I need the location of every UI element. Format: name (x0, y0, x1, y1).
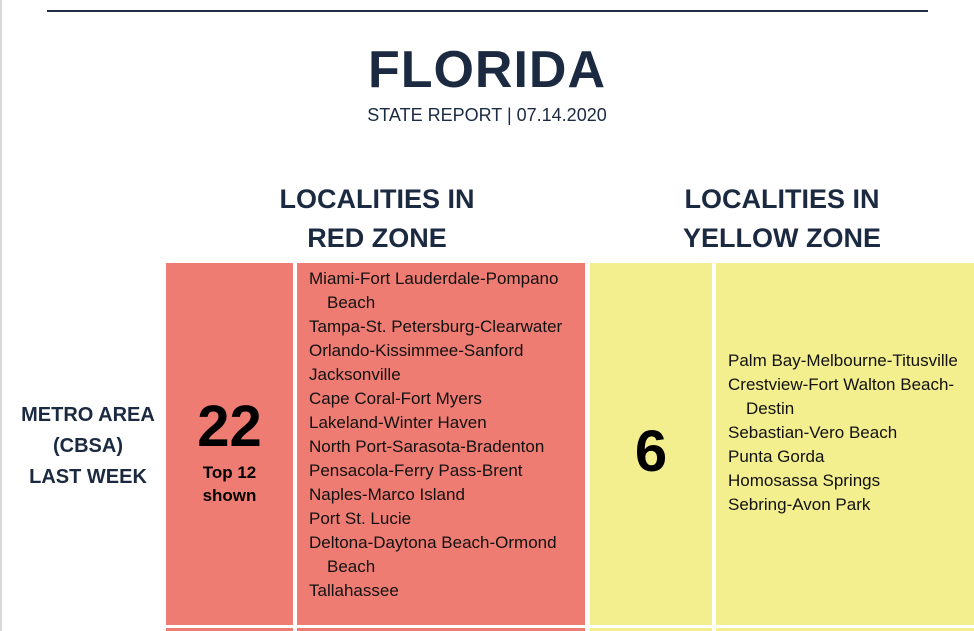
next-row-red-strip (297, 628, 585, 631)
list-item: Homosassa Springs (728, 471, 881, 490)
red-zone-list-cell: Miami-Fort Lauderdale-Pompano Beach Tamp… (297, 263, 585, 625)
list-item: Punta Gorda (728, 447, 825, 466)
next-row-red-strip (166, 628, 293, 631)
state-title: FLORIDA (367, 41, 607, 99)
list-item: Miami-Fort Lauderdale-Pompano Beach (309, 269, 559, 312)
red-zone-note-line2: shown (202, 486, 257, 505)
list-item: Sebring-Avon Park (728, 495, 871, 514)
row-label-line3: LAST WEEK (29, 466, 147, 488)
list-item: Deltona-Daytona Beach-Ormond Beach (309, 533, 557, 576)
list-item: Naples-Marco Island (309, 485, 465, 504)
report-subtitle: STATE REPORT | 07.14.2020 (367, 105, 607, 125)
yellow-zone-locality-list: Palm Bay-Melbourne-Titusville Crestview-… (728, 349, 968, 517)
list-item: Tallahassee (309, 581, 399, 600)
next-row-yellow-strip (590, 628, 712, 631)
red-zone-note: Top 12 shown (166, 461, 293, 507)
list-item: Palm Bay-Melbourne-Titusville (728, 351, 958, 370)
top-divider (47, 10, 928, 12)
list-item: Crestview-Fort Walton Beach-Destin (728, 375, 955, 418)
yellow-zone-header: LOCALITIES IN YELLOW ZONE (632, 180, 932, 258)
red-zone-header-line1: LOCALITIES IN (279, 184, 475, 214)
list-item: Sebastian-Vero Beach (728, 423, 898, 442)
row-label-line1: METRO AREA (21, 404, 155, 426)
yellow-zone-count-cell: 6 (590, 263, 712, 625)
red-zone-count-cell: 22 Top 12 shown (166, 263, 293, 625)
yellow-zone-list-cell: Palm Bay-Melbourne-Titusville Crestview-… (716, 263, 974, 625)
list-item: Orlando-Kissimmee-Sanford (309, 341, 524, 360)
red-zone-count: 22 (197, 394, 262, 459)
list-item: Lakeland-Winter Haven (309, 413, 487, 432)
row-label-line2: (CBSA) (53, 435, 123, 457)
list-item: North Port-Sarasota-Bradenton (309, 437, 545, 456)
yellow-zone-header-line2: YELLOW ZONE (683, 223, 881, 253)
list-item: Pensacola-Ferry Pass-Brent (309, 461, 523, 480)
red-zone-note-line1: Top 12 (202, 463, 257, 482)
list-item: Cape Coral-Fort Myers (309, 389, 482, 408)
yellow-zone-header-line1: LOCALITIES IN (684, 184, 880, 214)
next-row-yellow-strip (716, 628, 974, 631)
page-left-border (0, 0, 2, 631)
list-item: Jacksonville (309, 365, 401, 384)
red-zone-header-line2: RED ZONE (307, 223, 447, 253)
metro-area-row-label: METRO AREA (CBSA) LAST WEEK (8, 400, 168, 493)
yellow-zone-count: 6 (634, 419, 668, 484)
red-zone-header: LOCALITIES IN RED ZONE (232, 180, 522, 258)
red-zone-locality-list: Miami-Fort Lauderdale-Pompano Beach Tamp… (309, 267, 579, 603)
list-item: Tampa-St. Petersburg-Clearwater (309, 317, 563, 336)
list-item: Port St. Lucie (309, 509, 412, 528)
